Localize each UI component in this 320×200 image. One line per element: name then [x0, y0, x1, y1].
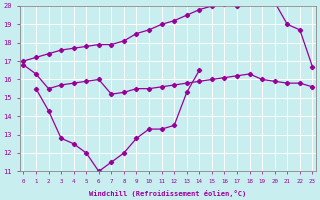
- X-axis label: Windchill (Refroidissement éolien,°C): Windchill (Refroidissement éolien,°C): [89, 190, 246, 197]
